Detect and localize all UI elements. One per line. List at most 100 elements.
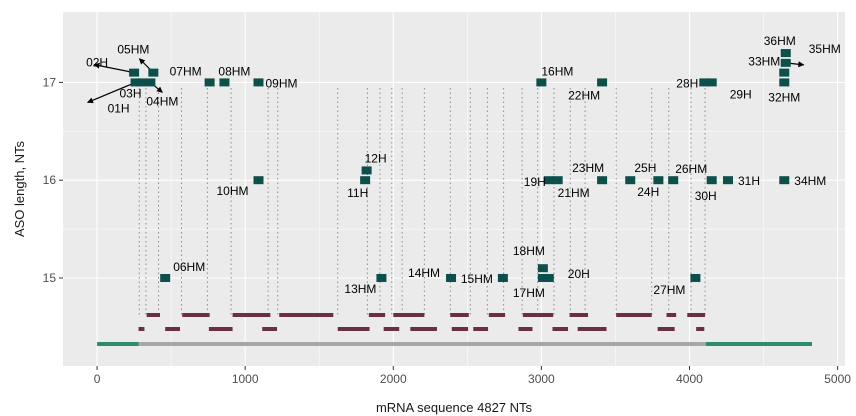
- point-05HM: [148, 68, 159, 77]
- point-label-03H: 03H: [119, 86, 141, 100]
- point-06HM: [160, 273, 171, 282]
- point-label-33HM: 33HM: [748, 55, 780, 69]
- grid-lines: [63, 12, 845, 366]
- bracket-lower: [410, 327, 437, 331]
- point-label-07HM: 07HM: [170, 64, 202, 78]
- bracket-upper: [666, 313, 677, 317]
- x-tick-label: 5000: [824, 372, 851, 386]
- point-label-23HM: 23HM: [572, 161, 604, 175]
- y-tick-label: 16: [43, 173, 57, 187]
- y-tick-label: 15: [43, 271, 57, 285]
- point-29H: [706, 78, 717, 87]
- point-label-25H: 25H: [634, 161, 656, 175]
- point-32HM: [779, 78, 790, 87]
- point-labels: 01H 02H 03H 04HM 05HM 06HM 07HM 08HM 09HM 10HM 11H…: [86, 34, 841, 300]
- y-axis-title: ASO length, NTs: [12, 140, 27, 237]
- point-16HM: [536, 78, 547, 87]
- point-22HM: [597, 78, 608, 87]
- point-03H: [136, 78, 147, 87]
- point-31H: [722, 176, 733, 185]
- point-label-11H: 11H: [347, 186, 368, 200]
- point-24H: [625, 176, 636, 185]
- point-label-24H: 24H: [637, 185, 659, 199]
- bracket-upper: [393, 313, 425, 317]
- bracket-upper: [687, 313, 706, 317]
- bracket-lower: [451, 327, 469, 331]
- point-label-22HM: 22HM: [568, 88, 600, 102]
- point-label-04HM: 04HM: [146, 94, 178, 108]
- point-01H: [130, 78, 141, 87]
- transcript-utr: [705, 342, 812, 346]
- arrow-02H: [93, 62, 135, 74]
- bracket-lower: [657, 327, 675, 331]
- point-26HM: [668, 176, 679, 185]
- point-17HM: [537, 273, 548, 282]
- transcript-utr: [97, 342, 139, 346]
- y-tick-label: 17: [43, 75, 57, 89]
- bracket-lower: [696, 327, 705, 331]
- point-label-16HM: 16HM: [541, 64, 573, 78]
- point-11H: [360, 176, 371, 185]
- point-25H: [653, 176, 664, 185]
- point-23HM: [597, 176, 608, 185]
- point-label-10HM: 10HM: [217, 184, 249, 198]
- point-28H: [699, 78, 710, 87]
- bracket-lower: [138, 327, 145, 331]
- axes: 0 1000 2000 3000 4000 5000 15 16 17: [43, 75, 852, 386]
- point-label-20H: 20H: [568, 267, 590, 281]
- point-label-08HM: 08HM: [218, 64, 250, 78]
- bracket-upper: [368, 313, 386, 317]
- point-10HM: [253, 176, 264, 185]
- bracket-upper: [522, 313, 554, 317]
- bracket-upper: [182, 313, 210, 317]
- bracket-upper: [450, 313, 469, 317]
- point-label-29H: 29H: [730, 87, 752, 101]
- point-34HM: [779, 176, 790, 185]
- point-02H: [129, 68, 140, 77]
- point-18HM: [537, 264, 548, 273]
- point-35HM: [780, 58, 791, 67]
- bracket-upper: [146, 313, 161, 317]
- bracket-lower: [518, 327, 533, 331]
- point-33HM: [779, 68, 790, 77]
- point-15HM: [497, 273, 508, 282]
- x-axis-title: mRNA sequence 4827 NTs: [376, 400, 533, 415]
- bracket-lower: [165, 327, 181, 331]
- point-13HM: [376, 273, 387, 282]
- point-30H: [706, 176, 717, 185]
- point-08HM: [219, 78, 230, 87]
- x-tick-label: 2000: [380, 372, 407, 386]
- point-label-32HM: 32HM: [768, 90, 800, 104]
- point-20H: [543, 273, 554, 282]
- point-label-13HM: 13HM: [344, 282, 376, 296]
- point-label-14HM: 14HM: [408, 266, 440, 280]
- label-arrows: [87, 58, 805, 104]
- plot-panel: [63, 12, 845, 366]
- point-label-27HM: 27HM: [653, 283, 685, 297]
- point-label-06HM: 06HM: [173, 260, 205, 274]
- bracket-lower: [262, 327, 278, 331]
- bracket-upper: [279, 313, 334, 317]
- point-label-12H: 12H: [365, 151, 387, 165]
- point-09HM: [253, 78, 264, 87]
- point-label-19H: 19H: [524, 175, 546, 189]
- point-36HM: [780, 49, 791, 58]
- bracket-lower: [577, 327, 607, 331]
- bracket-upper: [488, 313, 506, 317]
- x-tick-label: 4000: [676, 372, 703, 386]
- bracket-lower: [552, 327, 569, 331]
- point-label-30H: 30H: [695, 189, 717, 203]
- point-label-35HM: 35HM: [809, 42, 841, 56]
- transcript-track: [97, 342, 812, 346]
- point-04HM: [145, 78, 156, 87]
- bracket-lower: [383, 327, 400, 331]
- point-19H: [543, 176, 554, 185]
- point-07HM: [204, 78, 215, 87]
- point-label-21HM: 21HM: [558, 186, 590, 200]
- x-tick-label: 0: [94, 372, 101, 386]
- point-label-05HM: 05HM: [117, 43, 149, 57]
- x-tick-label: 1000: [232, 372, 259, 386]
- transcript-cds: [138, 342, 706, 346]
- point-label-15HM: 15HM: [461, 272, 493, 286]
- x-tick-label: 3000: [528, 372, 555, 386]
